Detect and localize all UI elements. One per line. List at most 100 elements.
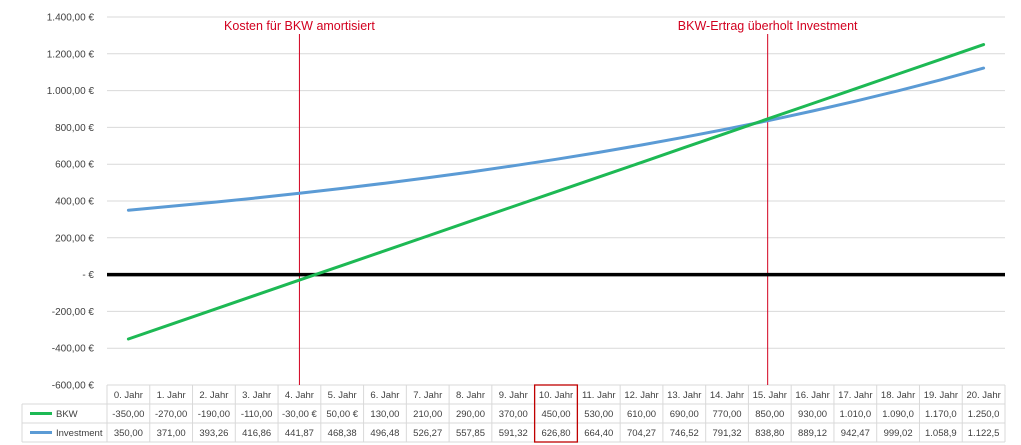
data-point bbox=[726, 128, 728, 130]
annotation-label: BKW-Ertrag überholt Investment bbox=[678, 19, 858, 33]
data-label: 1.090,0 bbox=[882, 409, 914, 420]
data-point bbox=[897, 73, 899, 75]
data-label: 441,87 bbox=[285, 428, 314, 439]
data-label: 290,00 bbox=[456, 409, 485, 420]
data-label: 850,00 bbox=[755, 409, 784, 420]
data-point bbox=[812, 110, 814, 112]
data-point bbox=[298, 279, 300, 281]
x-tick-label: 11. Jahr bbox=[582, 390, 616, 401]
data-label: 371,00 bbox=[157, 428, 186, 439]
data-label: 130,00 bbox=[370, 409, 399, 420]
data-label: 210,00 bbox=[413, 409, 442, 420]
data-label: 1.058,9 bbox=[925, 428, 957, 439]
data-point bbox=[384, 182, 386, 184]
data-point bbox=[512, 206, 514, 208]
data-label: 416,86 bbox=[242, 428, 271, 439]
x-tick-label: 14. Jahr bbox=[710, 390, 744, 401]
data-point bbox=[427, 235, 429, 237]
y-axis: 1.400,00 € 1.200,00 € 1.000,00 € 800,00 € 60… bbox=[47, 13, 95, 392]
x-tick-label: 16. Jahr bbox=[795, 390, 829, 401]
data-label: -190,00 bbox=[198, 409, 230, 420]
data-point bbox=[940, 58, 942, 60]
y-tick-label: 1.000,00 € bbox=[47, 86, 95, 97]
x-tick-label: 6. Jahr bbox=[370, 390, 399, 401]
data-table: 0. Jahr 1. Jahr 2. Jahr 3. Jahr 4. Jahr 5. Ja… bbox=[21, 384, 1006, 443]
data-point bbox=[983, 67, 985, 69]
data-label: 942,47 bbox=[841, 428, 870, 439]
y-tick-label: 200,00 € bbox=[55, 233, 94, 244]
data-point bbox=[256, 197, 258, 199]
data-label: 370,00 bbox=[499, 409, 528, 420]
data-point bbox=[213, 309, 215, 311]
data-label: 350,00 bbox=[114, 428, 143, 439]
x-tick-label: 18. Jahr bbox=[881, 390, 915, 401]
data-label: 591,32 bbox=[499, 428, 528, 439]
data-label: 838,80 bbox=[755, 428, 784, 439]
data-point bbox=[298, 192, 300, 194]
x-tick-label: 19. Jahr bbox=[924, 390, 958, 401]
data-point bbox=[598, 151, 600, 153]
data-point bbox=[769, 117, 771, 119]
highlight-box bbox=[533, 384, 579, 443]
x-tick-label: 1. Jahr bbox=[157, 390, 186, 401]
x-tick-label: 17. Jahr bbox=[838, 390, 872, 401]
data-label: 526,27 bbox=[413, 428, 442, 439]
data-label: -350,00 bbox=[112, 409, 144, 420]
data-label: -110,00 bbox=[241, 409, 273, 420]
data-label: -30,00 € bbox=[282, 409, 318, 420]
data-label: 530,00 bbox=[584, 409, 613, 420]
y-tick-label: 800,00 € bbox=[55, 123, 94, 134]
gridlines bbox=[107, 16, 1005, 386]
data-point bbox=[726, 132, 728, 134]
data-label: 889,12 bbox=[798, 428, 827, 439]
data-label: 1.170,0 bbox=[925, 409, 957, 420]
x-tick-label: 0. Jahr bbox=[114, 390, 143, 401]
data-point bbox=[769, 119, 771, 121]
data-label: 468,38 bbox=[328, 428, 357, 439]
data-point bbox=[384, 250, 386, 252]
x-tick-label: 12. Jahr bbox=[624, 390, 658, 401]
data-point bbox=[170, 323, 172, 325]
y-tick-label: 600,00 € bbox=[55, 160, 94, 171]
data-label: -270,00 bbox=[155, 409, 187, 420]
x-tick-label: 8. Jahr bbox=[456, 390, 485, 401]
data-label: 1.250,0 bbox=[968, 409, 1000, 420]
data-point bbox=[854, 100, 856, 102]
x-tick-label: 20. Jahr bbox=[966, 390, 1000, 401]
data-point bbox=[170, 205, 172, 207]
y-tick-label: -400,00 € bbox=[52, 344, 95, 355]
legend-label: Investment bbox=[56, 428, 103, 439]
data-label: 557,85 bbox=[456, 428, 485, 439]
x-tick-label: 7. Jahr bbox=[413, 390, 442, 401]
data-point bbox=[341, 187, 343, 189]
data-label: 746,52 bbox=[670, 428, 699, 439]
y-tick-label: -200,00 € bbox=[52, 307, 95, 318]
data-label: 610,00 bbox=[627, 409, 656, 420]
y-tick-label: 1.400,00 € bbox=[47, 13, 95, 24]
x-tick-label: 10. Jahr bbox=[539, 390, 573, 401]
x-tick-label: 9. Jahr bbox=[499, 390, 528, 401]
data-label: 704,27 bbox=[627, 428, 656, 439]
legend-label: BKW bbox=[56, 409, 78, 420]
data-label: 450,00 bbox=[541, 409, 570, 420]
data-point bbox=[641, 144, 643, 146]
x-tick-label: 2. Jahr bbox=[199, 390, 228, 401]
data-point bbox=[469, 220, 471, 222]
data-point bbox=[555, 158, 557, 160]
data-label: 770,00 bbox=[713, 409, 742, 420]
data-point bbox=[256, 294, 258, 296]
data-label: 791,32 bbox=[713, 428, 742, 439]
y-tick-label: 1.200,00 € bbox=[47, 49, 95, 60]
data-point bbox=[598, 176, 600, 178]
data-label: 930,00 bbox=[798, 409, 827, 420]
x-tick-label: 15. Jahr bbox=[753, 390, 787, 401]
series-lines bbox=[107, 43, 1005, 341]
data-point bbox=[555, 191, 557, 193]
data-label: 50,00 € bbox=[326, 409, 358, 420]
data-point bbox=[469, 171, 471, 173]
y-tick-label: - € bbox=[82, 270, 94, 281]
data-label: 393,26 bbox=[199, 428, 228, 439]
annotations: Kosten für BKW amortisiert BKW-Ertrag übe… bbox=[224, 19, 858, 385]
x-tick-label: 3. Jahr bbox=[242, 390, 271, 401]
